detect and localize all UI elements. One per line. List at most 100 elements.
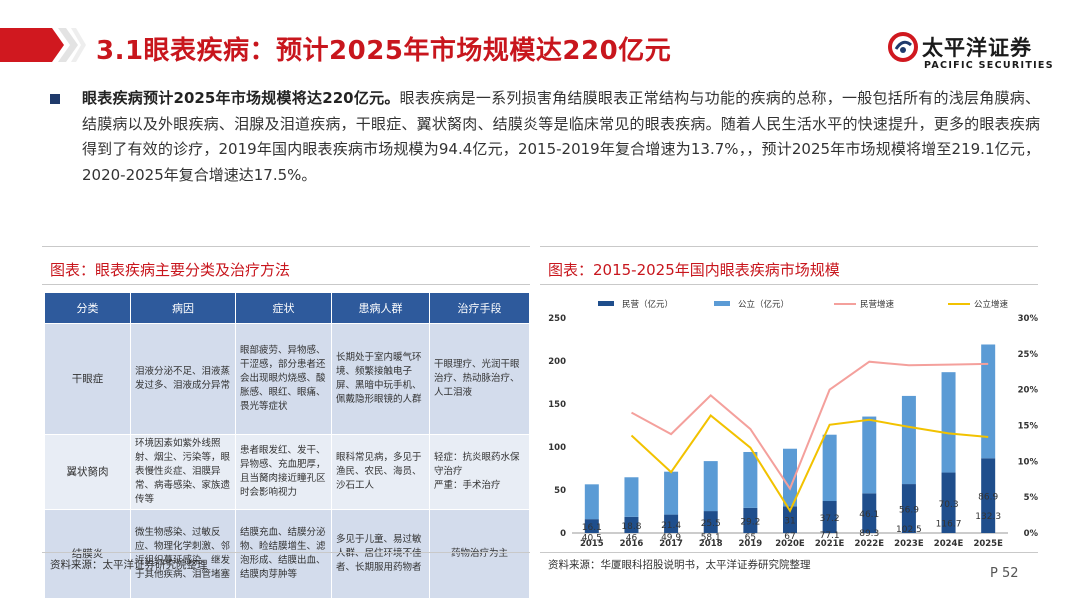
data-label-public: 132.3	[975, 512, 1001, 522]
data-label-public: 89.3	[859, 529, 879, 539]
y-left-tick-label: 150	[548, 400, 566, 410]
logo-text-en: PACIFIC SECURITIES	[924, 60, 1054, 71]
y-right-tick-label: 10%	[1018, 457, 1039, 467]
bar-private	[822, 501, 837, 533]
left-panel-top-rule	[42, 246, 530, 247]
bar-public	[901, 395, 916, 485]
right-panel-bottom-rule	[540, 552, 1038, 553]
right-panel-title: 图表：2015-2025年国内眼表疾病市场规模	[548, 261, 840, 279]
bar-public	[664, 471, 679, 515]
data-label-private: 25.5	[701, 519, 721, 529]
bar-private	[981, 458, 996, 533]
table-header-cell: 症状	[235, 292, 332, 324]
x-tick-label: 2020E	[775, 539, 805, 549]
x-tick-label: 2022E	[855, 539, 885, 549]
table-row: 翼状胬肉 环境因素如紫外线照射、烟尘、污染等，眼表慢性炎症、泪膜异常、病毒感染、…	[44, 434, 530, 510]
right-panel-top-rule	[540, 246, 1038, 247]
data-label-private: 18.8	[621, 522, 641, 532]
bar-private	[862, 493, 877, 533]
x-tick-label: 2017	[659, 539, 683, 549]
bar-private	[901, 484, 916, 533]
table-row: 结膜炎 微生物感染、过敏反应、物理化学刺激、邻近组织蔓延感染、继发于其他疾病、泪…	[44, 509, 530, 599]
table-header-cell: 病因	[130, 292, 236, 324]
intro-section: 眼表疾病预计2025年市场规模将达220亿元。眼表疾病是一系列损害角结膜眼表正常…	[50, 86, 1040, 188]
table-cell: 微生物感染、过敏反应、物理化学刺激、邻近组织蔓延感染、继发于其他疾病、泪管堵塞	[130, 509, 236, 599]
data-label-public: 46	[626, 534, 638, 544]
page-title: 3.1眼表疾病：预计2025年市场规模达220亿元	[96, 36, 672, 66]
table-cell: 多见于儿童、易过敏人群、居住环境不佳者、长期服用药物者	[331, 509, 430, 599]
bar-private	[783, 506, 797, 533]
bar-public	[783, 448, 797, 507]
data-label-private: 37.2	[820, 514, 840, 524]
table-cell: 眼科常见病，多见于渔民、农民、海员、沙石工人	[331, 434, 430, 510]
y-left-tick-label: 200	[548, 357, 566, 367]
left-panel-bottom-rule	[42, 552, 530, 553]
table-cell: 环境因素如紫外线照射、烟尘、污染等，眼表慢性炎症、泪膜异常、病毒感染、家族遗传等	[130, 434, 236, 510]
x-tick-label: 2018	[699, 539, 723, 549]
bar-private	[584, 519, 599, 533]
data-label-private: 86.9	[978, 493, 998, 503]
data-label-public: 49.9	[661, 533, 681, 543]
table-cell: 眼部疲劳、异物感、干涩感，部分患者还会出现眼灼烧感、酸胀感、眼红、眼痛、畏光等症…	[235, 323, 332, 435]
left-source-note: 资料来源：太平洋证券研究院整理	[50, 559, 208, 571]
x-tick-label: 2019	[739, 539, 763, 549]
data-label-public: 40.5	[582, 534, 602, 544]
legend-label: 公立增速	[974, 299, 1009, 310]
table-row: 干眼症 泪液分泌不足、泪液蒸发过多、泪液成分异常 眼部疲劳、异物感、干涩感，部分…	[44, 323, 530, 435]
table-header-cell: 患病人群	[331, 292, 430, 324]
data-label-private: 56.9	[899, 506, 919, 516]
data-label-private: 21.4	[661, 521, 681, 531]
table-cell: 药物治疗为主	[429, 509, 530, 599]
legend-swatch	[598, 301, 614, 306]
table-cell-category: 翼状胬肉	[44, 434, 131, 510]
table-cell: 长期处于室内暖气环境、频繁接触电子屏、黑暗中玩手机、佩戴隐形眼镜的人群	[331, 323, 430, 435]
table-cell-category: 干眼症	[44, 323, 131, 435]
bar-public	[624, 477, 639, 517]
data-label-private: 31	[784, 517, 795, 527]
bar-public	[584, 484, 599, 520]
classification-table: 分类 病因 症状 患病人群 治疗手段 干眼症 泪液分泌不足、泪液蒸发过多、泪液成…	[44, 292, 530, 599]
bar-private	[664, 514, 679, 533]
data-label-public: 116.7	[936, 520, 962, 530]
bar-public	[862, 416, 877, 494]
intro-body: 眼表疾病是一系列损害角结膜眼表正常结构与功能的疾病的总称，一般包括所有的浅层角膜…	[82, 89, 1040, 184]
bar-public	[941, 372, 956, 473]
logo-text-cn: 太平洋证券	[922, 36, 1032, 60]
data-label-public: 67	[784, 532, 795, 542]
table-cell-category: 结膜炎	[44, 509, 131, 599]
y-right-tick-label: 30%	[1018, 314, 1039, 324]
x-tick-label: 2025E	[973, 539, 1003, 549]
legend-swatch	[714, 301, 730, 306]
x-tick-label: 2021E	[815, 539, 845, 549]
data-label-public: 58.1	[701, 533, 721, 543]
line-private-growth	[631, 360, 989, 491]
x-tick-label: 2023E	[894, 539, 924, 549]
data-label-public: 77.1	[820, 531, 840, 541]
y-left-tick-label: 0	[560, 529, 566, 539]
y-right-tick-label: 5%	[1024, 493, 1039, 503]
data-label-private: 29.2	[740, 517, 760, 527]
legend-label: 公立（亿元）	[738, 299, 789, 310]
y-left-tick-label: 100	[548, 443, 566, 453]
y-right-tick-label: 0%	[1024, 529, 1039, 539]
right-source-note: 资料来源：华厦眼科招股说明书，太平洋证券研究院整理	[548, 559, 811, 571]
y-right-tick-label: 25%	[1018, 350, 1039, 360]
company-logo: 太平洋证券 PACIFIC SECURITIES	[888, 30, 1056, 74]
bar-private	[624, 516, 639, 533]
market-size-chart: 0 50 100 150 200 250 0% 5% 10% 15% 20% 25% 30% 2015 20…	[548, 299, 1039, 549]
y-left-tick-label: 250	[548, 314, 566, 324]
table-cell: 干眼理疗、光润干眼治疗、热动脉治疗、人工泪液	[429, 323, 530, 435]
bar-public	[703, 461, 718, 512]
table-header-cell: 治疗手段	[429, 292, 530, 324]
y-right-tick-label: 15%	[1018, 422, 1039, 432]
bar-private	[743, 507, 758, 533]
table-cell: 结膜充血、结膜分泌物、睑结膜增生、滤泡形成、结膜出血、结膜肉芽肿等	[235, 509, 332, 599]
bullet-square-icon	[50, 94, 60, 104]
bar-public	[743, 451, 758, 508]
table-cell: 泪液分泌不足、泪液蒸发过多、泪液成分异常	[130, 323, 236, 435]
legend-label: 民营增速	[860, 299, 895, 310]
x-tick-label: 2024E	[934, 539, 964, 549]
left-panel-title: 图表：眼表疾病主要分类及治疗方法	[50, 261, 291, 279]
left-panel-title-rule	[42, 284, 530, 285]
